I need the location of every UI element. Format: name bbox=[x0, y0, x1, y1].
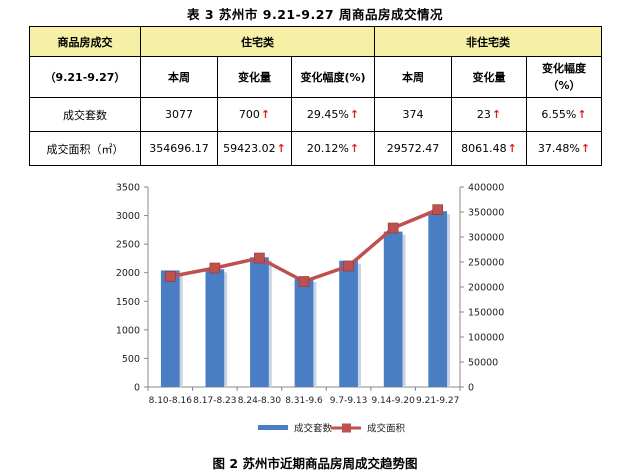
line-point bbox=[387, 222, 399, 234]
group-residential-header: 住宅类 bbox=[139, 26, 376, 57]
res-change-value: 59423.02 bbox=[223, 142, 276, 155]
x-tick-label: 9.7-9.13 bbox=[330, 396, 368, 406]
bar bbox=[383, 231, 403, 387]
left-tick-label: 0 bbox=[134, 383, 140, 394]
x-tick-label: 8.10-8.16 bbox=[149, 396, 193, 406]
left-tick-label: 1500 bbox=[116, 297, 140, 308]
x-tick-label: 8.24-8.30 bbox=[238, 396, 282, 406]
res-pct-cell: 20.12%↑ bbox=[290, 131, 376, 166]
res-change-cell: 700↑ bbox=[217, 97, 292, 132]
right-tick-label: 100000 bbox=[468, 333, 504, 344]
row-label: 成交套数 bbox=[29, 97, 141, 132]
legend-line-label: 成交面积 bbox=[367, 423, 406, 435]
non-pct-value: 6.55% bbox=[541, 108, 577, 121]
table-title: 表 3 苏州市 9.21-9.27 周商品房成交情况 bbox=[187, 7, 443, 22]
x-tick-label: 9.21-9.27 bbox=[416, 396, 459, 406]
right-tick-label: 250000 bbox=[468, 258, 504, 269]
right-tick-label: 150000 bbox=[468, 308, 504, 319]
x-tick-label: 8.17-8.23 bbox=[193, 396, 236, 406]
up-arrow-icon: ↑ bbox=[349, 142, 360, 155]
non-pct-header-line2: （%） bbox=[547, 79, 581, 92]
bar bbox=[428, 211, 448, 387]
line-point bbox=[432, 204, 444, 215]
line-point bbox=[343, 260, 354, 272]
right-tick-label: 0 bbox=[468, 383, 474, 394]
legend-bar-swatch bbox=[258, 425, 288, 430]
left-tick-label: 3500 bbox=[116, 183, 140, 194]
non-change-cell: 8061.48↑ bbox=[451, 131, 528, 166]
left-tick-label: 1000 bbox=[116, 325, 140, 336]
non-change-cell: 23↑ bbox=[451, 97, 528, 132]
up-arrow-icon: ↑ bbox=[260, 108, 271, 121]
res-week-header: 本周 bbox=[140, 56, 218, 98]
period-label: （9.21-9.27） bbox=[29, 56, 141, 98]
table-row: 成交面积（㎡） 354696.17 59423.02↑ 20.12%↑ 2957… bbox=[29, 131, 603, 166]
non-change-value: 23 bbox=[476, 108, 491, 121]
bar bbox=[205, 269, 225, 387]
right-tick-label: 200000 bbox=[468, 283, 504, 294]
right-tick-label: 350000 bbox=[468, 208, 504, 219]
res-pct-cell: 29.45%↑ bbox=[290, 97, 376, 132]
x-tick-label: 8.31-9.6 bbox=[285, 396, 323, 406]
non-change-value: 8061.48 bbox=[461, 142, 507, 155]
non-pct-cell: 37.48%↑ bbox=[526, 131, 603, 166]
res-week-value: 354696.17 bbox=[140, 131, 218, 166]
res-pct-value: 20.12% bbox=[306, 142, 349, 155]
non-pct-cell: 6.55%↑ bbox=[526, 97, 603, 132]
bar bbox=[250, 257, 269, 387]
right-tick-label: 300000 bbox=[468, 233, 504, 244]
res-change-value: 700 bbox=[238, 108, 260, 121]
line-point bbox=[298, 276, 310, 287]
legend-line-marker bbox=[342, 423, 351, 433]
bar bbox=[339, 260, 358, 387]
left-tick-label: 500 bbox=[122, 354, 140, 365]
up-arrow-icon: ↑ bbox=[577, 108, 587, 121]
transactions-table: 商品房成交 住宅类 非住宅类 （9.21-9.27） 本周 变化量 变化幅度(%… bbox=[29, 26, 603, 166]
up-arrow-icon: ↑ bbox=[349, 108, 360, 121]
figure-caption: 图 2 苏州市近期商品房周成交趋势图 bbox=[212, 456, 418, 471]
right-tick-label: 400000 bbox=[468, 183, 504, 194]
legend-bar-label: 成交套数 bbox=[294, 423, 333, 435]
res-change-cell: 59423.02↑ bbox=[217, 131, 292, 166]
non-pct-header-line1: 变化幅度 bbox=[542, 62, 587, 75]
res-pct-value: 29.45% bbox=[306, 108, 349, 121]
left-tick-label: 3000 bbox=[116, 211, 140, 222]
group-nonresidential-header: 非住宅类 bbox=[374, 26, 603, 57]
line-point bbox=[209, 262, 221, 274]
left-tick-label: 2500 bbox=[116, 240, 140, 251]
up-arrow-icon: ↑ bbox=[580, 142, 591, 155]
up-arrow-icon: ↑ bbox=[491, 108, 502, 121]
up-arrow-icon: ↑ bbox=[276, 142, 286, 155]
line-point bbox=[164, 271, 176, 282]
res-change-header: 变化量 bbox=[217, 56, 292, 98]
bar bbox=[160, 270, 180, 387]
table-row: 成交套数 3077 700↑ 29.45%↑ 374 23↑ 6.55%↑ bbox=[29, 97, 603, 132]
left-tick-label: 2000 bbox=[116, 268, 140, 279]
res-week-value: 3077 bbox=[140, 97, 218, 132]
row-label: 成交面积（㎡） bbox=[29, 131, 141, 166]
bar bbox=[294, 279, 314, 387]
up-arrow-icon: ↑ bbox=[507, 142, 517, 155]
x-tick-label: 9.14-9.20 bbox=[371, 396, 415, 406]
line-point bbox=[254, 252, 265, 264]
right-tick-label: 50000 bbox=[468, 358, 498, 369]
non-pct-header: 变化幅度 （%） bbox=[526, 56, 603, 98]
non-pct-value: 37.48% bbox=[537, 142, 580, 155]
